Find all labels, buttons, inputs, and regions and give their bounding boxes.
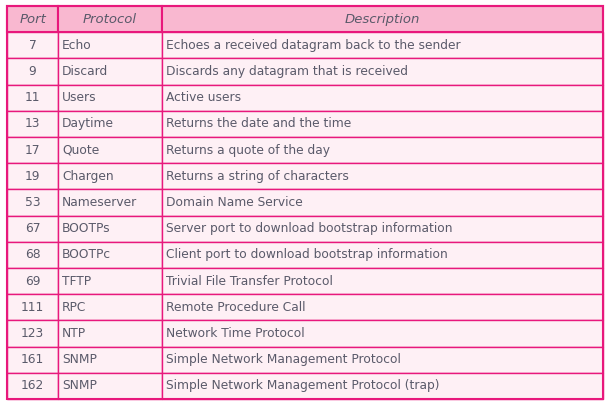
Bar [58, 6, 162, 32]
Text: Port: Port [19, 13, 46, 26]
Bar [58, 215, 162, 242]
Bar [162, 163, 603, 190]
Bar [162, 6, 603, 32]
Bar [162, 111, 603, 137]
Text: Returns a quote of the day: Returns a quote of the day [167, 144, 331, 157]
Text: 69: 69 [25, 275, 40, 288]
Bar [7, 163, 58, 190]
Bar [7, 320, 58, 347]
Bar [7, 32, 58, 58]
Text: NTP: NTP [62, 327, 87, 340]
Bar [7, 347, 58, 373]
Text: 19: 19 [25, 170, 40, 183]
Bar [7, 215, 58, 242]
Bar [162, 320, 603, 347]
Text: 111: 111 [21, 301, 45, 314]
Text: Client port to download bootstrap information: Client port to download bootstrap inform… [167, 248, 448, 261]
Bar [162, 190, 603, 215]
Text: Discards any datagram that is received: Discards any datagram that is received [167, 65, 408, 78]
Text: BOOTPs: BOOTPs [62, 222, 111, 235]
Bar [7, 111, 58, 137]
Bar [162, 85, 603, 111]
Bar [7, 373, 58, 399]
Text: 162: 162 [21, 379, 45, 392]
Text: 68: 68 [25, 248, 40, 261]
Bar [162, 268, 603, 294]
Text: 161: 161 [21, 353, 45, 366]
Bar [7, 6, 58, 32]
Bar [58, 320, 162, 347]
Bar [58, 268, 162, 294]
Text: Domain Name Service: Domain Name Service [167, 196, 303, 209]
Text: Protocol: Protocol [83, 13, 137, 26]
Text: Daytime: Daytime [62, 117, 114, 130]
Bar [58, 111, 162, 137]
Text: RPC: RPC [62, 301, 87, 314]
Bar [58, 190, 162, 215]
Text: Discard: Discard [62, 65, 109, 78]
Bar [58, 137, 162, 163]
Text: 11: 11 [25, 91, 40, 104]
Text: Server port to download bootstrap information: Server port to download bootstrap inform… [167, 222, 453, 235]
Text: Users: Users [62, 91, 97, 104]
Text: Echoes a received datagram back to the sender: Echoes a received datagram back to the s… [167, 39, 461, 52]
Text: TFTP: TFTP [62, 275, 92, 288]
Text: Chargen: Chargen [62, 170, 114, 183]
Text: Description: Description [345, 13, 420, 26]
Text: Active users: Active users [167, 91, 242, 104]
Bar [7, 268, 58, 294]
Bar [162, 347, 603, 373]
Text: Simple Network Management Protocol (trap): Simple Network Management Protocol (trap… [167, 379, 440, 392]
Bar [7, 242, 58, 268]
Bar [162, 215, 603, 242]
Bar [7, 137, 58, 163]
Bar [7, 58, 58, 85]
Text: BOOTPc: BOOTPc [62, 248, 111, 261]
Text: Remote Procedure Call: Remote Procedure Call [167, 301, 306, 314]
Bar [58, 347, 162, 373]
Bar [7, 85, 58, 111]
Text: Network Time Protocol: Network Time Protocol [167, 327, 305, 340]
Text: 123: 123 [21, 327, 45, 340]
Bar [7, 294, 58, 320]
Text: 13: 13 [25, 117, 40, 130]
Text: Trivial File Transfer Protocol: Trivial File Transfer Protocol [167, 275, 333, 288]
Bar [162, 294, 603, 320]
Bar [58, 32, 162, 58]
Bar [58, 373, 162, 399]
Text: SNMP: SNMP [62, 353, 97, 366]
Bar [162, 58, 603, 85]
Text: Returns the date and the time: Returns the date and the time [167, 117, 351, 130]
Text: 53: 53 [25, 196, 40, 209]
Text: 9: 9 [29, 65, 37, 78]
Bar [58, 85, 162, 111]
Text: 67: 67 [25, 222, 40, 235]
Bar [58, 58, 162, 85]
Text: Returns a string of characters: Returns a string of characters [167, 170, 350, 183]
Bar [162, 242, 603, 268]
Text: Quote: Quote [62, 144, 99, 157]
Bar [162, 137, 603, 163]
Bar [58, 163, 162, 190]
Bar [162, 32, 603, 58]
Text: SNMP: SNMP [62, 379, 97, 392]
Bar [58, 294, 162, 320]
Bar [7, 190, 58, 215]
Text: Simple Network Management Protocol: Simple Network Management Protocol [167, 353, 401, 366]
Bar [58, 242, 162, 268]
Text: 17: 17 [25, 144, 40, 157]
Bar [162, 373, 603, 399]
Text: 7: 7 [29, 39, 37, 52]
Text: Nameserver: Nameserver [62, 196, 137, 209]
Text: Echo: Echo [62, 39, 92, 52]
